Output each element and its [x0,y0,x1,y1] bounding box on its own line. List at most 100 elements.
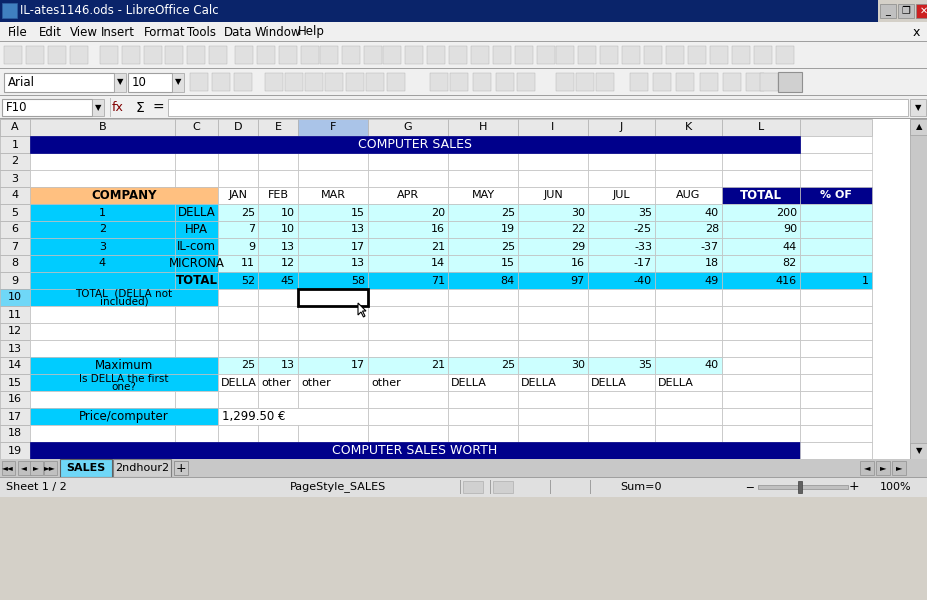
Text: DELLA: DELLA [451,377,487,388]
Bar [448,204,517,221]
Bar [721,255,799,272]
Bar [258,357,298,374]
Bar [30,204,175,221]
Bar [298,119,368,136]
Bar [100,46,118,64]
Bar [799,442,871,459]
Bar [799,425,871,442]
Bar [471,46,489,64]
Bar [517,408,588,425]
Bar [218,425,258,442]
Bar [600,46,617,64]
Text: 4: 4 [11,191,19,200]
Bar [258,255,298,272]
Text: 13: 13 [281,361,295,370]
Bar [875,461,889,475]
Text: fx: fx [112,101,124,114]
Bar [368,170,448,187]
Bar [368,374,448,391]
Bar [187,46,205,64]
Bar [731,46,749,64]
Bar [44,461,57,475]
Bar [799,289,871,306]
Bar [0,22,927,42]
Bar [654,170,721,187]
Bar [799,408,871,425]
Bar [588,323,654,340]
Bar [654,357,721,374]
Bar [654,187,721,204]
Bar [666,46,683,64]
Text: MAR: MAR [320,191,345,200]
Bar [517,425,588,442]
Text: +: + [175,461,186,475]
Bar [722,73,740,91]
Bar [517,408,588,425]
Bar [0,119,30,136]
Text: ▲: ▲ [915,122,921,131]
Bar [0,136,30,153]
Bar [258,170,298,187]
Bar [368,221,448,238]
Bar [175,340,218,357]
Bar [218,289,258,306]
Text: 82: 82 [781,259,796,269]
Bar [258,306,298,323]
Bar [517,221,588,238]
Text: Is DELLA the first: Is DELLA the first [79,374,169,384]
Text: 28: 28 [704,224,718,235]
Bar [463,481,482,493]
Bar [175,221,218,238]
Text: 200: 200 [775,208,796,217]
Bar [298,323,368,340]
Text: Σ: Σ [135,100,145,115]
Bar [218,272,258,289]
Text: 12: 12 [281,259,295,269]
Bar [721,442,799,459]
Bar [368,357,448,374]
Bar [70,46,88,64]
Bar [588,391,654,408]
Bar [448,289,517,306]
Bar [799,204,871,221]
Text: 9: 9 [248,241,255,251]
Bar [175,238,218,255]
Bar [298,153,368,170]
Bar [517,204,588,221]
Bar [30,136,799,153]
Bar [699,73,717,91]
Bar [0,323,30,340]
Bar [368,442,448,459]
Bar [2,461,15,475]
Text: H: H [478,122,487,133]
Bar [368,136,448,153]
Bar [368,323,448,340]
Text: 25: 25 [501,208,514,217]
Bar [517,221,588,238]
Bar [298,408,368,425]
Bar [257,46,274,64]
Bar [175,289,218,306]
Bar [324,73,343,91]
Bar [654,442,721,459]
Bar [175,272,218,289]
Text: 19: 19 [501,224,514,235]
Bar [654,323,721,340]
Bar [218,391,258,408]
Bar [218,221,258,238]
Bar [473,73,490,91]
Bar [368,357,448,374]
Bar [654,289,721,306]
Bar [654,357,721,374]
Text: COMPANY: COMPANY [91,189,157,202]
Text: IL-com: IL-com [177,240,216,253]
Bar [799,119,871,136]
Text: JAN: JAN [228,191,248,200]
Text: 11: 11 [241,259,255,269]
Bar [775,46,794,64]
Bar [654,391,721,408]
Bar [121,46,140,64]
Bar [448,221,517,238]
Bar [448,119,517,136]
Bar [759,73,777,91]
